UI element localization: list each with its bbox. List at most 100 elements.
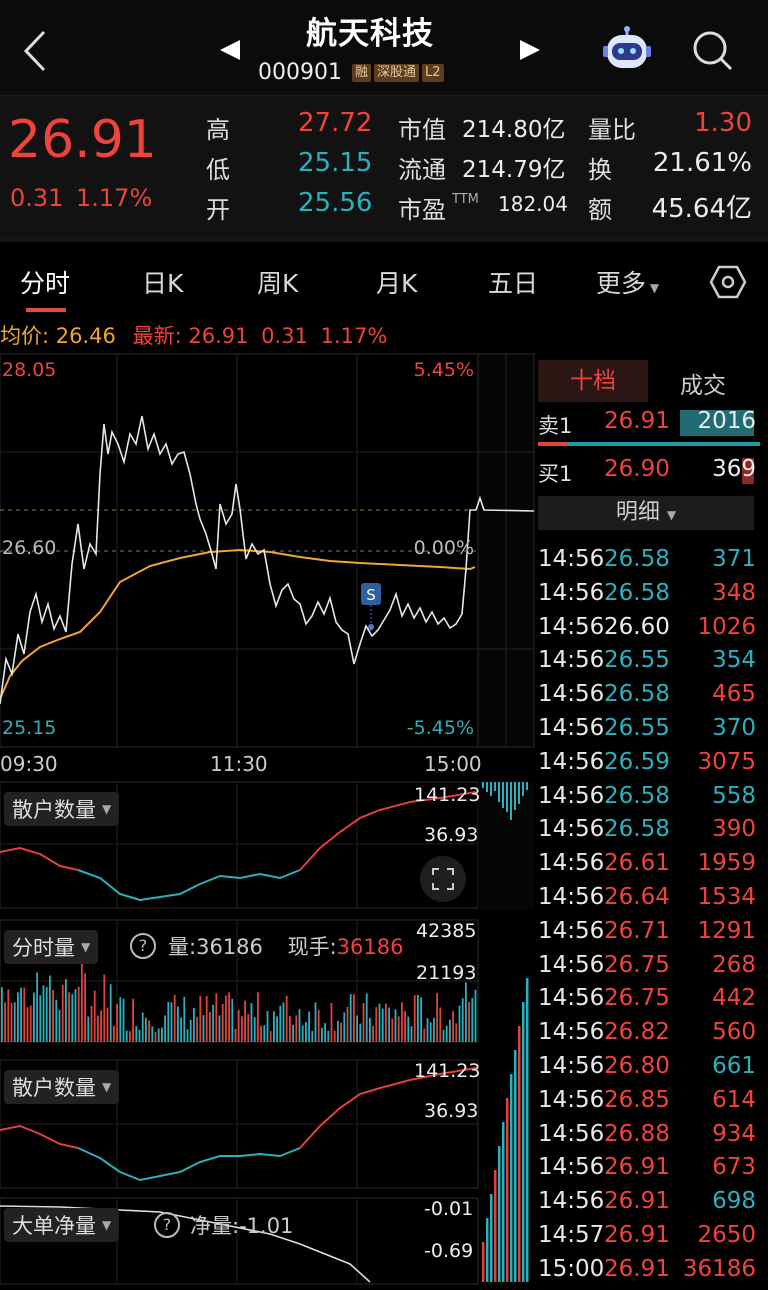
volume-bar xyxy=(58,1009,61,1042)
amount-value: 45.64亿 xyxy=(651,194,752,224)
volume-bar xyxy=(301,1025,304,1042)
chevron-down-icon: ▼ xyxy=(102,1218,112,1232)
volume-bar xyxy=(365,993,368,1042)
volume-bar xyxy=(343,1012,346,1042)
big-order-dropdown[interactable]: 大单净量 ▼ xyxy=(4,1208,120,1242)
volume-amount-label: 量: xyxy=(168,935,197,959)
tab-five-day[interactable]: 五日 xyxy=(488,269,539,298)
buy1-volume: 369 xyxy=(712,456,756,482)
trade-volume: 558 xyxy=(712,782,756,809)
closing-volume-bar xyxy=(482,1242,485,1282)
volume-bar xyxy=(369,1017,371,1042)
closing-volume-bar xyxy=(510,1074,513,1282)
volume-bar xyxy=(7,989,10,1042)
time-axis-end: 15:00 xyxy=(424,752,482,776)
tab-ten-levels[interactable]: 十档 xyxy=(538,360,648,402)
trade-price: 26.58 xyxy=(604,681,670,708)
trade-row: 14:56 26.58 465 xyxy=(538,681,760,715)
trade-time: 14:56 xyxy=(538,579,605,606)
trade-row: 14:56 26.91 698 xyxy=(538,1188,760,1222)
volume-bar xyxy=(311,1030,314,1042)
volume-bar xyxy=(404,1010,406,1042)
volume-bar xyxy=(186,1029,189,1042)
volume-bar xyxy=(273,1011,275,1042)
volume-bar xyxy=(330,1002,333,1042)
volume-dropdown[interactable]: 分时量 ▼ xyxy=(4,930,99,964)
volume-bar xyxy=(215,993,218,1042)
volume-bar xyxy=(317,1009,320,1042)
tab-more[interactable]: 更多 ▼ xyxy=(596,264,659,300)
trade-price: 26.58 xyxy=(604,782,670,809)
trade-price: 26.85 xyxy=(604,1086,670,1113)
trade-price: 26.58 xyxy=(604,579,670,606)
trade-volume: 1959 xyxy=(697,850,756,877)
volume-bar xyxy=(154,1032,157,1042)
help-icon[interactable]: ? xyxy=(154,1212,180,1238)
pe-label: 市盈 xyxy=(398,196,446,224)
volume-bar xyxy=(90,1005,93,1042)
intraday-chart[interactable]: S 28.05 26.60 25.15 5.45% 0.00% -5.45% xyxy=(0,353,536,749)
tab-weekly-k[interactable]: 周K xyxy=(257,269,299,298)
price-line xyxy=(0,415,535,705)
trade-volume: 673 xyxy=(712,1154,756,1181)
volume-bar xyxy=(244,1000,246,1042)
volume-bar xyxy=(100,1010,102,1042)
avg-price-line xyxy=(0,548,476,700)
volume-bar xyxy=(52,989,54,1042)
volume-bar xyxy=(84,973,86,1042)
turnover-value: 21.61% xyxy=(652,148,752,178)
trade-row: 14:56 26.75 442 xyxy=(538,985,760,1019)
next-stock-icon[interactable] xyxy=(518,38,542,62)
search-icon[interactable] xyxy=(692,30,734,72)
current-hand-label: 现手: xyxy=(287,935,337,959)
closing-volume-bar xyxy=(514,1050,517,1282)
tab-trades[interactable]: 成交 xyxy=(680,373,726,399)
robot-assistant-icon[interactable] xyxy=(602,26,652,72)
volume-amount: 36186 xyxy=(196,935,263,959)
volume-bar xyxy=(13,1002,16,1042)
volume-bar xyxy=(429,1022,432,1042)
retail-count-dropdown-2[interactable]: 散户数量 ▼ xyxy=(4,1070,120,1104)
settings-hex-icon[interactable] xyxy=(709,264,747,300)
buy1-row: 买1 26.90 369 xyxy=(538,454,760,490)
trade-price: 26.88 xyxy=(604,1120,670,1147)
closing-volume-bar xyxy=(526,978,529,1282)
volume-bar xyxy=(349,994,352,1042)
trade-time: 14:56 xyxy=(538,715,605,741)
trade-volume: 1534 xyxy=(697,884,756,910)
volume-bar xyxy=(167,1001,170,1042)
volume-bar xyxy=(423,1028,426,1042)
sell1-volume: 2016 xyxy=(697,408,756,434)
tab-monthly-k[interactable]: 月K xyxy=(376,269,418,298)
badge-margin: 融 xyxy=(351,64,371,82)
tab-intraday[interactable]: 分时 xyxy=(20,269,71,298)
volume-bar xyxy=(1,987,3,1042)
badge-l2: L2 xyxy=(422,64,444,82)
trade-row: 14:56 26.58 371 xyxy=(538,546,760,580)
s-marker[interactable]: S xyxy=(361,583,381,632)
trade-price: 26.59 xyxy=(604,748,670,775)
retail-count-panel-1 xyxy=(0,781,534,910)
volume-bar xyxy=(407,1016,410,1042)
volume-bar xyxy=(391,1018,394,1042)
retail-count-dropdown-1[interactable]: 散户数量 ▼ xyxy=(4,792,120,826)
trade-row: 14:56 26.58 348 xyxy=(538,580,760,614)
volume-bar xyxy=(295,1015,298,1042)
trade-volume: 661 xyxy=(712,1053,756,1079)
y-low-label: 25.15 xyxy=(2,717,56,739)
net-volume-label: 净量: xyxy=(190,1214,240,1238)
volume-bar xyxy=(292,1024,294,1042)
mcap-value: 214.80亿 xyxy=(462,117,566,143)
detail-dropdown[interactable]: 明细 ▼ xyxy=(538,496,754,530)
back-icon[interactable] xyxy=(22,30,48,72)
volume-bar xyxy=(308,1011,310,1042)
volume-bar xyxy=(71,994,74,1042)
trade-row: 14:56 26.80 661 xyxy=(538,1053,760,1087)
trade-price: 26.91 xyxy=(604,1255,670,1282)
pe-ttm: TTM xyxy=(452,192,479,207)
prev-stock-icon[interactable] xyxy=(218,38,242,62)
tab-daily-k[interactable]: 日K xyxy=(142,269,184,298)
volume-bar xyxy=(250,1003,253,1042)
help-icon[interactable]: ? xyxy=(130,933,156,959)
expand-icon[interactable] xyxy=(420,856,466,902)
